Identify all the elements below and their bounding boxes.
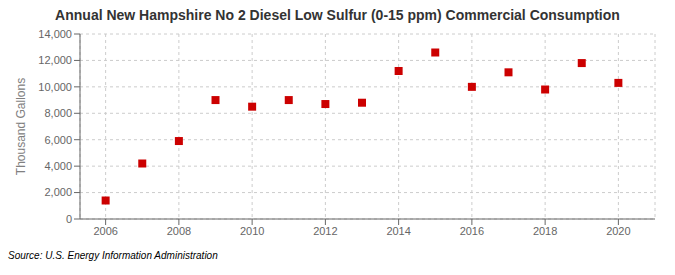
svg-text:2014: 2014 [386,225,410,237]
svg-text:2012: 2012 [313,225,337,237]
svg-text:6,000: 6,000 [44,134,72,146]
svg-text:2018: 2018 [533,225,557,237]
svg-text:2016: 2016 [460,225,484,237]
html-text:Source: U.S. Energy Informatio: Source: U.S. Energy Information Administ… [8,250,218,261]
svg-text:Thousand Gallons: Thousand Gallons [14,78,28,175]
svg-text:2020: 2020 [606,225,630,237]
svg-text:4,000: 4,000 [44,160,72,172]
svg-text:10,000: 10,000 [38,81,72,93]
svg-text:2010: 2010 [240,225,264,237]
svg-text:12,000: 12,000 [38,54,72,66]
html-text:Annual New Hampshire No 2 Dies: Annual New Hampshire No 2 Diesel Low Sul… [55,7,620,23]
svg-text:2006: 2006 [93,225,117,237]
svg-text:0: 0 [66,213,72,225]
svg-text:8,000: 8,000 [44,107,72,119]
svg-text:2,000: 2,000 [44,186,72,198]
svg-text:2008: 2008 [167,225,191,237]
svg-text:14,000: 14,000 [38,28,72,40]
